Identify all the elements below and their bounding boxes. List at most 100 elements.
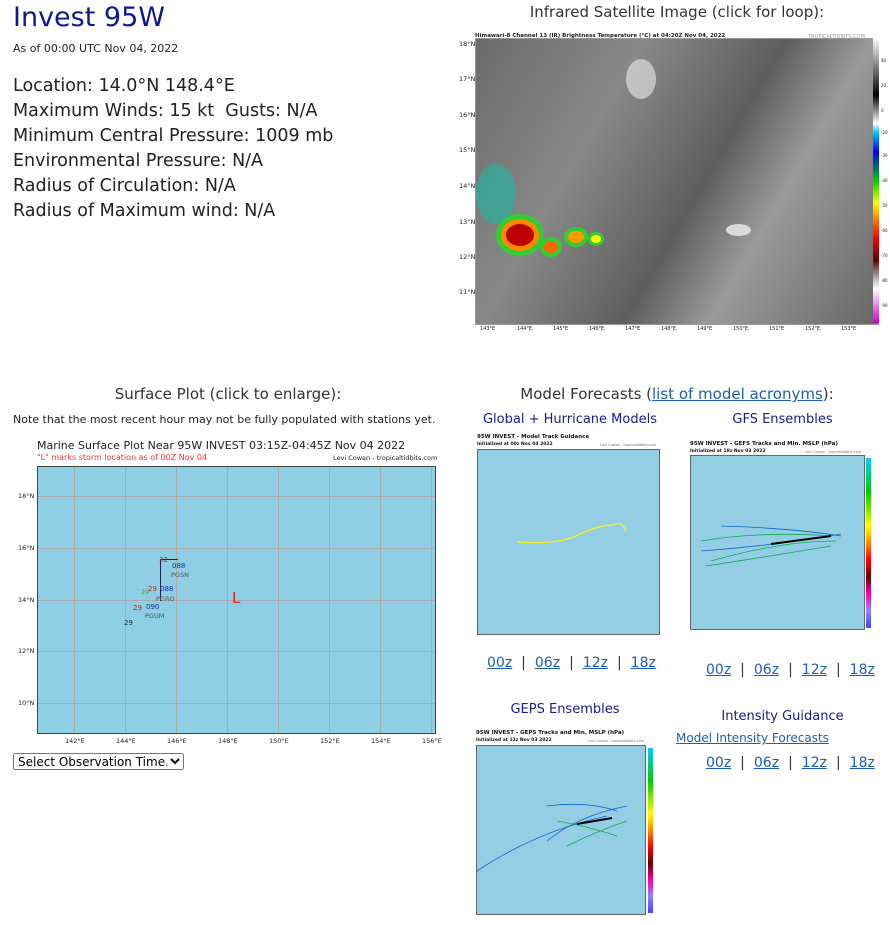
intensity-12z-link[interactable]: 12z	[801, 755, 827, 771]
radius-max-wind: Radius of Maximum wind: N/A	[13, 201, 276, 221]
satellite-image-title: Himawari-8 Channel 13 (IR) Brightness Te…	[475, 33, 726, 39]
global-18z-link[interactable]: 18z	[630, 655, 656, 671]
observation-time-select[interactable]: Select Observation Time...	[13, 753, 184, 770]
separator: |	[521, 655, 526, 671]
scale-tick: -60	[881, 228, 888, 233]
lon-tick: 150°E	[269, 737, 289, 745]
global-06z-link[interactable]: 06z	[534, 655, 561, 671]
lon-tick: 147°E	[625, 326, 641, 332]
global-track-lines	[517, 522, 627, 544]
location: Location: 14.0°N 148.4°E	[13, 76, 235, 96]
station-dewpoint: 29	[141, 588, 150, 596]
station-temp: 32	[159, 556, 168, 564]
lat-tick: 14°N	[18, 596, 35, 604]
lon-tick: 148°E	[661, 326, 677, 332]
scale-tick: -70	[881, 253, 888, 258]
intensity-title: Intensity Guidance	[721, 709, 844, 724]
min-pressure: Minimum Central Pressure: 1009 mb	[13, 126, 334, 146]
surface-plot-title: Marine Surface Plot Near 95W INVEST 03:1…	[37, 439, 406, 452]
station-id: PGSN	[171, 571, 189, 579]
lat-tick: 16°N	[459, 111, 476, 119]
station-pressure: 088	[160, 585, 174, 593]
storm-details: Location: 14.0°N 148.4°E Maximum Winds: …	[13, 74, 333, 224]
station-temp: 29	[124, 619, 133, 627]
lat-tick: 16°N	[18, 544, 35, 552]
lon-tick: 153°E	[841, 326, 857, 332]
global-models-image[interactable]	[477, 449, 660, 635]
geps-pressure-colorbar	[648, 748, 653, 913]
intensity-18z-link[interactable]: 18z	[849, 755, 875, 771]
models-heading-prefix: Model Forecasts (	[520, 385, 653, 403]
temperature-colorbar	[873, 38, 879, 323]
global-img-title: 95W INVEST - Model Track Guidance	[477, 434, 590, 440]
intensity-00z-link[interactable]: 00z	[706, 755, 732, 771]
gefs-title: GFS Ensembles	[732, 412, 833, 427]
lon-tick: 149°E	[697, 326, 713, 332]
global-00z-link[interactable]: 00z	[487, 655, 513, 671]
lon-tick: 150°E	[733, 326, 749, 332]
geps-title: GEPS Ensembles	[510, 702, 620, 717]
station-temp: 29	[148, 585, 157, 593]
lat-tick: 12°N	[459, 253, 476, 261]
intensity-forecasts-link[interactable]: Model Intensity Forecasts	[676, 731, 829, 745]
scale-tick: -20	[881, 130, 888, 135]
surface-plot-subtitle: "L" marks storm location as of 00Z Nov 0…	[37, 453, 208, 462]
separator: |	[616, 655, 622, 671]
intensity-06z-link[interactable]: 06z	[753, 755, 780, 771]
gefs-18z-link[interactable]: 18z	[849, 662, 875, 678]
lat-tick: 10°N	[18, 699, 35, 707]
separator: |	[835, 662, 841, 678]
lat-tick: 18°N	[459, 40, 476, 48]
separator: |	[569, 655, 574, 671]
separator: |	[740, 755, 745, 771]
radius-circulation: Radius of Circulation: N/A	[13, 176, 236, 196]
lon-tick: 148°E	[218, 737, 238, 745]
separator: |	[788, 755, 793, 771]
lon-tick: 146°E	[589, 326, 605, 332]
lon-tick: 144°E	[517, 326, 533, 332]
station-pressure: 090	[146, 603, 160, 611]
satellite-image[interactable]	[475, 38, 879, 325]
gefs-img-title: 95W INVEST - GEFS Tracks and Min. MSLP (…	[690, 441, 838, 447]
gefs-image[interactable]	[690, 455, 865, 630]
station-temp: 29	[133, 604, 142, 612]
lon-tick: 151°E	[769, 326, 785, 332]
lat-tick: 13°N	[459, 218, 476, 226]
env-pressure: Environmental Pressure: N/A	[13, 151, 264, 171]
gefs-cycle-links: 00z | 06z | 12z | 18z	[706, 662, 875, 678]
surface-credit: Levi Cowan - tropicaltidbits.com	[333, 454, 438, 462]
station-pressure: 088	[172, 562, 186, 570]
model-acronyms-link[interactable]: list of model acronyms	[652, 385, 823, 403]
station-id: PGRO	[156, 595, 175, 603]
satellite-credit: TROPICALTIDBITS.COM	[808, 34, 865, 40]
lat-tick: 17°N	[459, 75, 476, 83]
models-heading: Model Forecasts (list of model acronyms)…	[475, 385, 879, 403]
lon-tick: 142°E	[65, 737, 85, 745]
surface-lat-axis: 18°N 16°N 14°N 12°N 10°N	[18, 466, 36, 734]
separator: |	[740, 662, 745, 678]
geps-credit: Levi Cowan - tropicaltidbits.com	[588, 739, 645, 743]
scale-tick: 0	[881, 108, 884, 113]
geps-image[interactable]	[476, 745, 646, 915]
geps-img-sub: Initialized at 12z Nov 03 2022	[476, 738, 552, 743]
lat-tick: 14°N	[459, 182, 476, 190]
scale-tick: 40	[881, 58, 887, 63]
scale-tick: -30	[881, 153, 888, 158]
global-12z-link[interactable]: 12z	[582, 655, 608, 671]
gefs-06z-link[interactable]: 06z	[753, 662, 780, 678]
gefs-12z-link[interactable]: 12z	[801, 662, 827, 678]
models-heading-suffix: ):	[822, 385, 834, 403]
lat-tick: 18°N	[18, 492, 35, 500]
global-cycle-links: 00z | 06z | 12z | 18z	[487, 655, 656, 671]
scale-tick: -40	[881, 178, 888, 183]
lon-tick: 156°E	[422, 737, 442, 745]
surface-plot-image[interactable]: 32 088 PGSN 29 088 PGRO 29 090 29 PGUM 2…	[37, 466, 436, 734]
colorbar-ticks: 40 20 0 -20 -30 -40 -50 -60 -70 -80 -90	[881, 38, 890, 325]
lon-tick: 152°E	[320, 737, 340, 745]
satellite-heading: Infrared Satellite Image (click for loop…	[529, 3, 825, 21]
geps-img-title: 95W INVEST - GEPS Tracks and Min. MSLP (…	[476, 730, 625, 736]
scale-tick: -50	[881, 203, 888, 208]
gefs-00z-link[interactable]: 00z	[706, 662, 732, 678]
as-of-timestamp: As of 00:00 UTC Nov 04, 2022	[13, 42, 179, 55]
lon-tick: 154°E	[371, 737, 391, 745]
